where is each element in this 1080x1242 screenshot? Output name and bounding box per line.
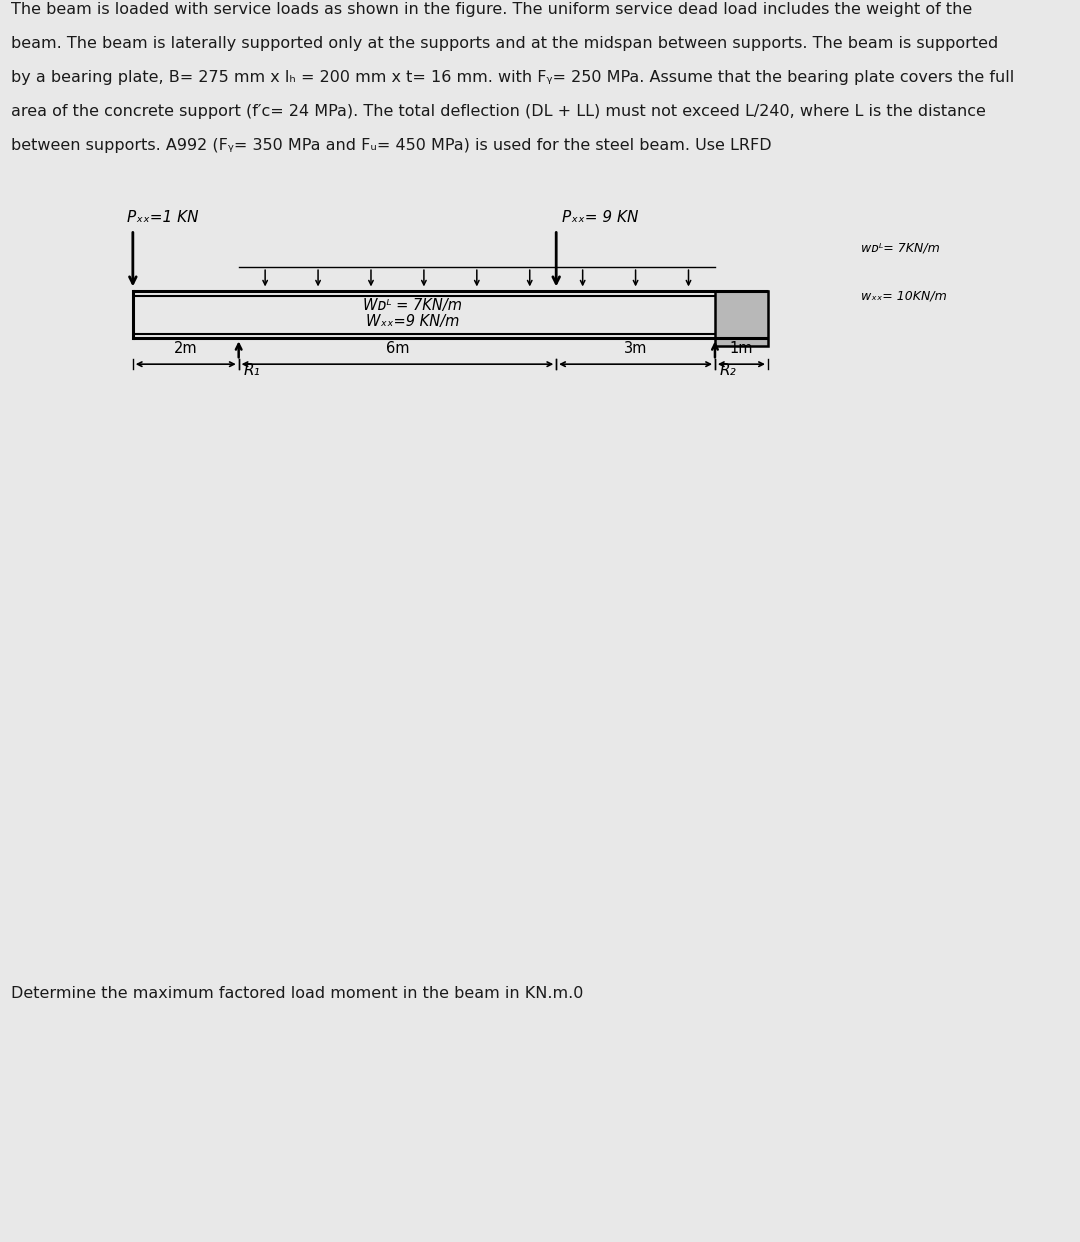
Text: by a bearing plate, B= 275 mm x lₕ = 200 mm x t= 16 mm. with Fᵧ= 250 MPa. Assume: by a bearing plate, B= 275 mm x lₕ = 200… xyxy=(11,71,1014,86)
Text: Wₓₓ=9 KN/m: Wₓₓ=9 KN/m xyxy=(366,314,459,329)
Bar xyxy=(715,291,768,345)
Text: between supports. A992 (Fᵧ= 350 MPa and Fᵤ= 450 MPa) is used for the steel beam.: between supports. A992 (Fᵧ= 350 MPa and … xyxy=(11,138,771,153)
Text: The beam is loaded with service loads as shown in the figure. The uniform servic: The beam is loaded with service loads as… xyxy=(11,2,972,17)
Text: beam. The beam is laterally supported only at the supports and at the midspan be: beam. The beam is laterally supported on… xyxy=(11,36,998,51)
Text: R₁: R₁ xyxy=(243,364,260,379)
Text: wₓₓ= 10KN/m: wₓₓ= 10KN/m xyxy=(861,289,946,303)
Text: 2m: 2m xyxy=(174,342,198,356)
Text: Determine the maximum factored load moment in the beam in KN.m.0: Determine the maximum factored load mome… xyxy=(11,986,583,1001)
Text: 6m: 6m xyxy=(386,342,409,356)
Text: wᴅᴸ= 7KN/m: wᴅᴸ= 7KN/m xyxy=(861,241,940,255)
Text: Wᴅᴸ = 7KN/m: Wᴅᴸ = 7KN/m xyxy=(363,298,462,313)
Text: Pₓₓ= 9 KN: Pₓₓ= 9 KN xyxy=(563,210,638,225)
Text: R₂: R₂ xyxy=(719,364,737,379)
Text: 1m: 1m xyxy=(730,342,753,356)
Text: 3m: 3m xyxy=(624,342,647,356)
Text: Pₓₓ=1 KN: Pₓₓ=1 KN xyxy=(126,210,199,225)
Text: area of the concrete support (f′ᴄ= 24 MPa). The total deflection (DL + LL) must : area of the concrete support (f′ᴄ= 24 MP… xyxy=(11,104,986,119)
